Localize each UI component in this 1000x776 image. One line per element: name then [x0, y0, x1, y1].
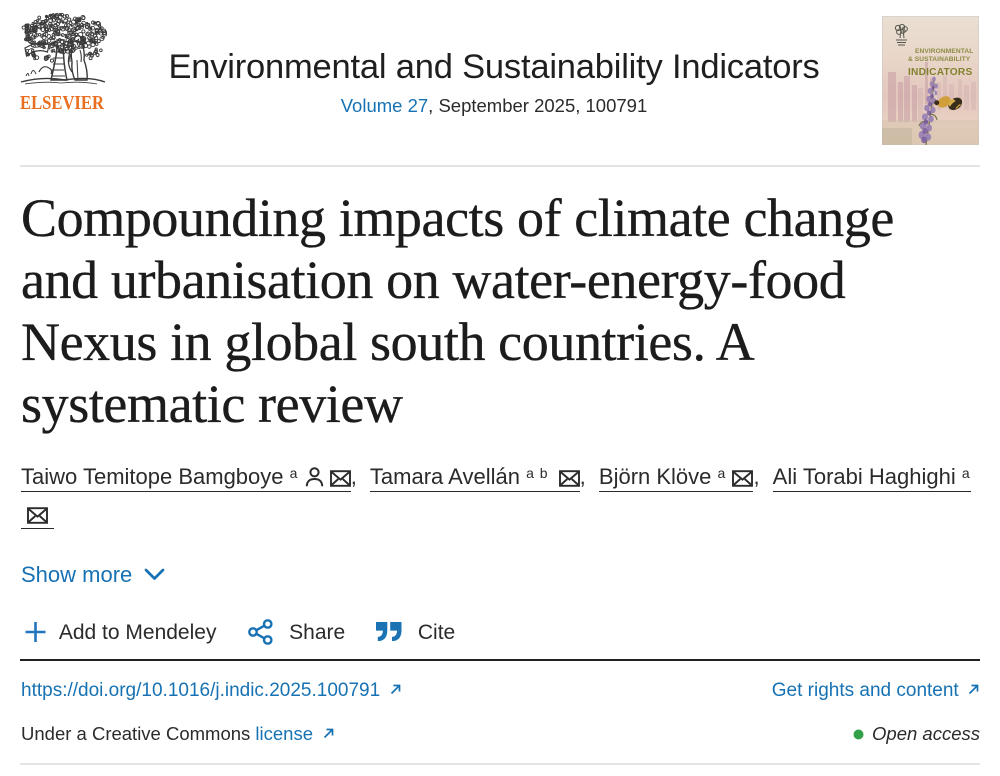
svg-text:& SUSTAINABILITY: & SUSTAINABILITY — [908, 56, 971, 63]
svg-text:INDICATORS: INDICATORS — [908, 67, 972, 78]
svg-text:ENVIRONMENTAL: ENVIRONMENTAL — [915, 48, 973, 55]
